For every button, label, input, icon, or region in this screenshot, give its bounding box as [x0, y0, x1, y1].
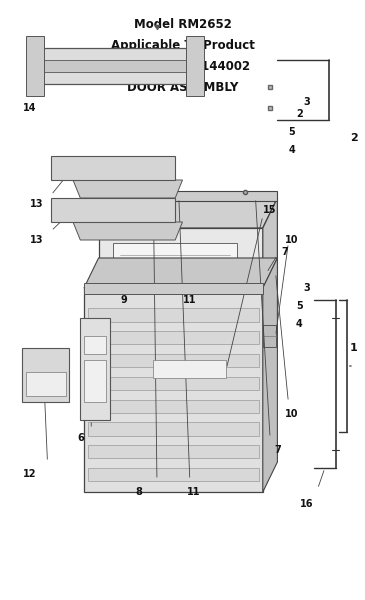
Text: Model RM2652: Model RM2652 — [134, 18, 231, 31]
Text: 4: 4 — [289, 145, 295, 155]
Polygon shape — [84, 336, 106, 354]
Polygon shape — [73, 180, 182, 198]
Text: Number: 921144002: Number: 921144002 — [115, 60, 250, 73]
Polygon shape — [99, 228, 263, 318]
Polygon shape — [186, 36, 204, 96]
Text: 10: 10 — [285, 235, 299, 245]
Polygon shape — [26, 36, 44, 96]
Polygon shape — [84, 360, 106, 402]
Polygon shape — [73, 222, 182, 240]
Polygon shape — [99, 198, 277, 228]
Polygon shape — [263, 262, 276, 284]
Polygon shape — [153, 360, 226, 378]
Polygon shape — [80, 318, 110, 420]
Text: DOOR ASSEMBLY: DOOR ASSEMBLY — [127, 81, 238, 94]
Text: 4: 4 — [296, 319, 303, 329]
Polygon shape — [22, 348, 69, 402]
Polygon shape — [29, 48, 201, 84]
Text: 14: 14 — [23, 103, 36, 113]
Polygon shape — [88, 468, 259, 481]
Text: 12: 12 — [23, 469, 36, 479]
Text: 10: 10 — [285, 409, 299, 419]
Text: 1: 1 — [350, 343, 358, 353]
Text: 5: 5 — [296, 301, 303, 311]
Polygon shape — [263, 198, 277, 318]
Polygon shape — [88, 331, 259, 344]
Polygon shape — [84, 258, 277, 288]
Polygon shape — [88, 354, 259, 367]
Text: 7: 7 — [274, 445, 281, 455]
Polygon shape — [263, 258, 277, 492]
Polygon shape — [113, 243, 237, 309]
Text: 6: 6 — [77, 433, 84, 443]
Text: 2: 2 — [296, 109, 303, 119]
Polygon shape — [88, 422, 259, 436]
Polygon shape — [36, 60, 193, 72]
Text: 11: 11 — [187, 487, 200, 497]
Text: 15: 15 — [264, 205, 277, 215]
Polygon shape — [84, 283, 263, 294]
Text: 7: 7 — [281, 247, 288, 257]
Text: 16: 16 — [300, 499, 313, 509]
Text: 3: 3 — [303, 97, 310, 107]
Polygon shape — [88, 308, 259, 322]
Polygon shape — [84, 288, 263, 492]
Polygon shape — [26, 372, 66, 396]
Text: 8: 8 — [135, 487, 142, 497]
Polygon shape — [113, 191, 277, 201]
Polygon shape — [263, 325, 276, 347]
Text: 9: 9 — [121, 295, 127, 305]
Polygon shape — [88, 377, 259, 390]
Polygon shape — [51, 198, 175, 222]
Text: 11: 11 — [183, 295, 196, 305]
Text: 2: 2 — [350, 133, 358, 143]
Text: 5: 5 — [289, 127, 295, 137]
Text: 13: 13 — [30, 199, 43, 209]
Text: Applicable To Product: Applicable To Product — [111, 39, 254, 52]
Polygon shape — [88, 445, 259, 458]
Polygon shape — [51, 156, 175, 180]
Polygon shape — [88, 400, 259, 413]
Text: 13: 13 — [30, 235, 43, 245]
Text: 3: 3 — [303, 283, 310, 293]
